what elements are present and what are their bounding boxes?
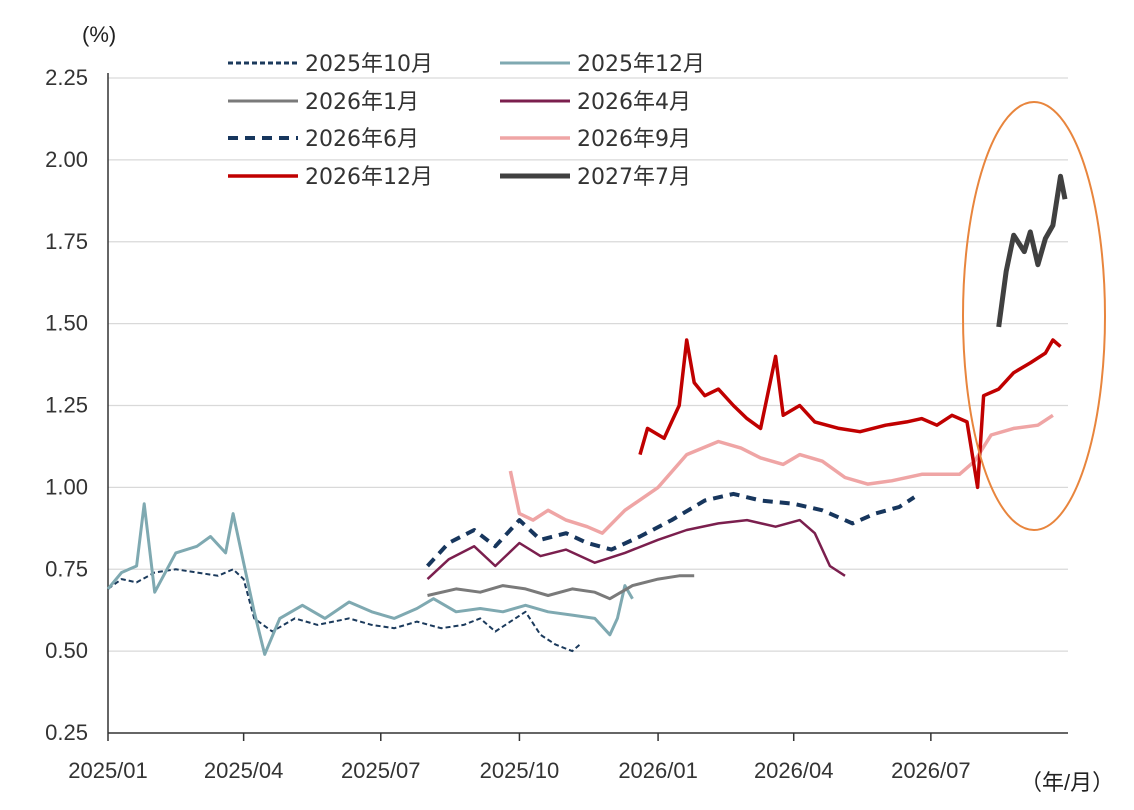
series-line-2 xyxy=(106,502,634,656)
legend: 2025年10月 2025年12月 2026年1月 2026年4月 2026年6月 202… xyxy=(228,52,705,190)
x-tick-label: 2026/04 xyxy=(754,758,834,783)
series-line-8 xyxy=(996,173,1068,328)
series-line-4 xyxy=(426,518,846,581)
y-tick-label: 1.50 xyxy=(45,311,88,336)
legend-label-4: 2026年4月 xyxy=(577,90,691,115)
legend-label-1: 2025年10月 xyxy=(305,52,433,77)
x-axis-unit-label: （年/月） xyxy=(1020,770,1114,795)
series-line-5 xyxy=(426,491,916,568)
y-tick-label: 1.25 xyxy=(45,393,88,418)
highlight-ellipse xyxy=(962,101,1106,531)
series-line-3 xyxy=(427,574,695,601)
y-tick-label: 2.00 xyxy=(45,147,88,172)
y-tick-label: 1.00 xyxy=(45,474,88,499)
y-tick-label: 2.25 xyxy=(45,65,88,90)
series-line-1 xyxy=(107,568,581,653)
legend-label-5: 2026年6月 xyxy=(305,127,419,152)
x-tick-label: 2025/01 xyxy=(68,758,148,783)
y-tick-label: 1.75 xyxy=(45,229,88,254)
x-tick-label: 2025/07 xyxy=(341,758,421,783)
legend-label-2: 2025年12月 xyxy=(577,52,705,77)
y-tick-label: 0.75 xyxy=(45,556,88,581)
y-tick-label: 0.25 xyxy=(45,720,88,745)
y-axis-unit-label: (%) xyxy=(82,22,116,47)
legend-label-3: 2026年1月 xyxy=(305,90,419,115)
legend-label-6: 2026年9月 xyxy=(577,127,691,152)
x-tick-label: 2026/07 xyxy=(891,758,971,783)
grid-lines xyxy=(108,77,1068,652)
y-tick-label: 0.50 xyxy=(45,638,88,663)
series-line-7 xyxy=(638,338,1062,490)
legend-label-7: 2026年12月 xyxy=(305,165,433,190)
x-axis-ticks: 2025/01 2025/04 2025/07 2025/10 2026/01 2026/… xyxy=(68,732,1068,783)
x-tick-label: 2025/04 xyxy=(204,758,284,783)
x-tick-label: 2025/10 xyxy=(480,758,560,783)
series-line-6 xyxy=(508,413,1054,535)
series-lines xyxy=(106,173,1068,656)
y-axis-ticks: 0.25 0.50 0.75 1.00 1.25 1.50 1.75 2.00 2.25 xyxy=(45,65,109,745)
legend-label-8: 2027年7月 xyxy=(577,165,691,190)
x-tick-label: 2026/01 xyxy=(618,758,698,783)
